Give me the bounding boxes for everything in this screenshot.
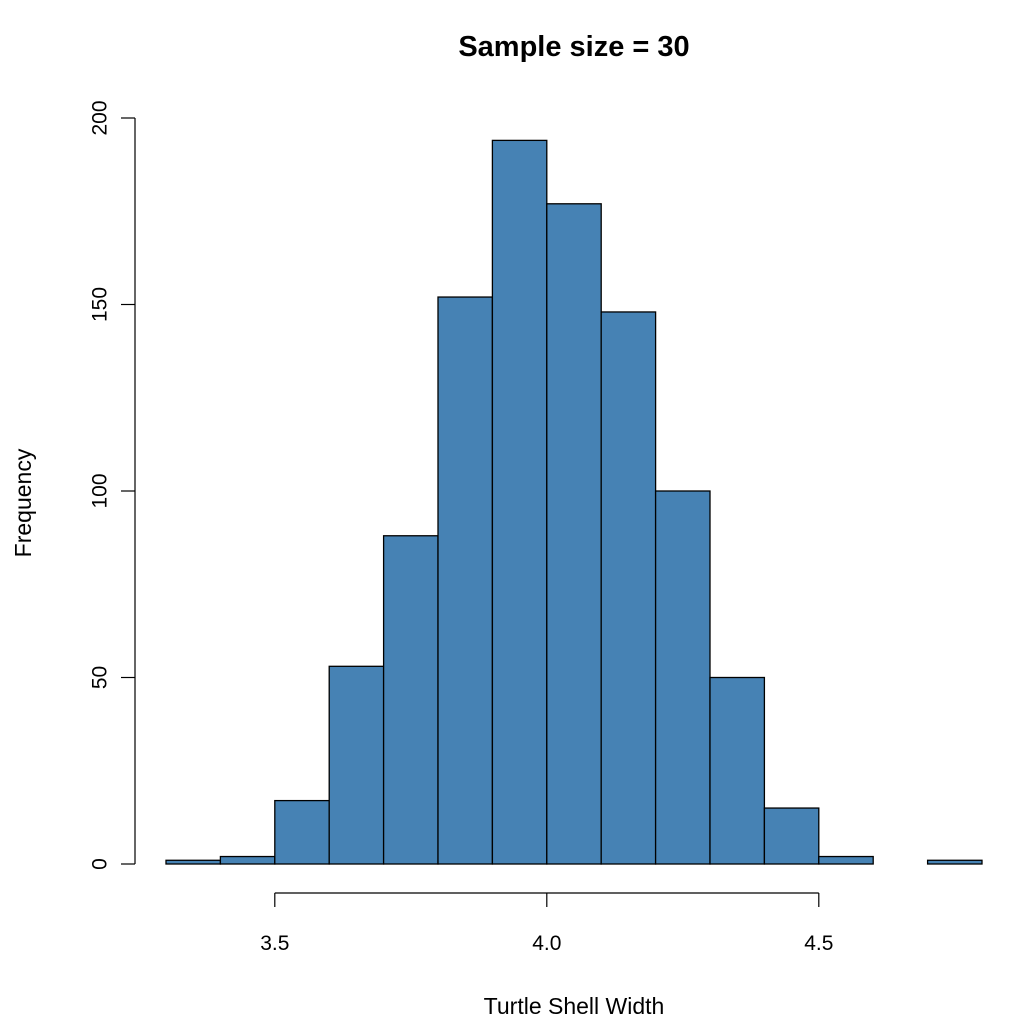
y-tick-label: 100 — [89, 473, 112, 508]
histogram-bar — [491, 139, 548, 865]
histogram-bars — [165, 139, 983, 865]
y-tick-label: 150 — [89, 287, 112, 322]
x-axis-title: Turtle Shell Width — [484, 993, 665, 1019]
histogram-bar — [382, 535, 439, 865]
x-tick-label: 4.5 — [804, 932, 833, 955]
y-tick-label: 50 — [89, 666, 112, 689]
histogram-bar — [763, 807, 820, 865]
y-tick-label: 0 — [89, 858, 112, 870]
histogram-bar — [328, 665, 385, 865]
x-tick-label: 4.0 — [532, 932, 561, 955]
histogram-bar — [546, 203, 602, 865]
histogram-bar — [818, 855, 874, 865]
chart-title: Sample size = 30 — [458, 31, 689, 63]
histogram-bar — [165, 859, 222, 865]
histogram-bar — [600, 311, 657, 865]
histogram-bar — [654, 490, 711, 865]
x-axis: 3.5 4.0 4.5 — [260, 892, 833, 955]
histogram-bar — [926, 859, 983, 865]
y-axis: 0 50 100 150 200 — [89, 100, 136, 870]
histogram-bar — [219, 855, 276, 865]
histogram-bar — [274, 799, 330, 865]
histogram-bar — [709, 676, 766, 865]
histogram-bar — [437, 296, 494, 865]
y-tick-label: 200 — [89, 100, 112, 135]
x-tick-label: 3.5 — [260, 932, 289, 955]
y-axis-title: Frequency — [10, 448, 36, 557]
